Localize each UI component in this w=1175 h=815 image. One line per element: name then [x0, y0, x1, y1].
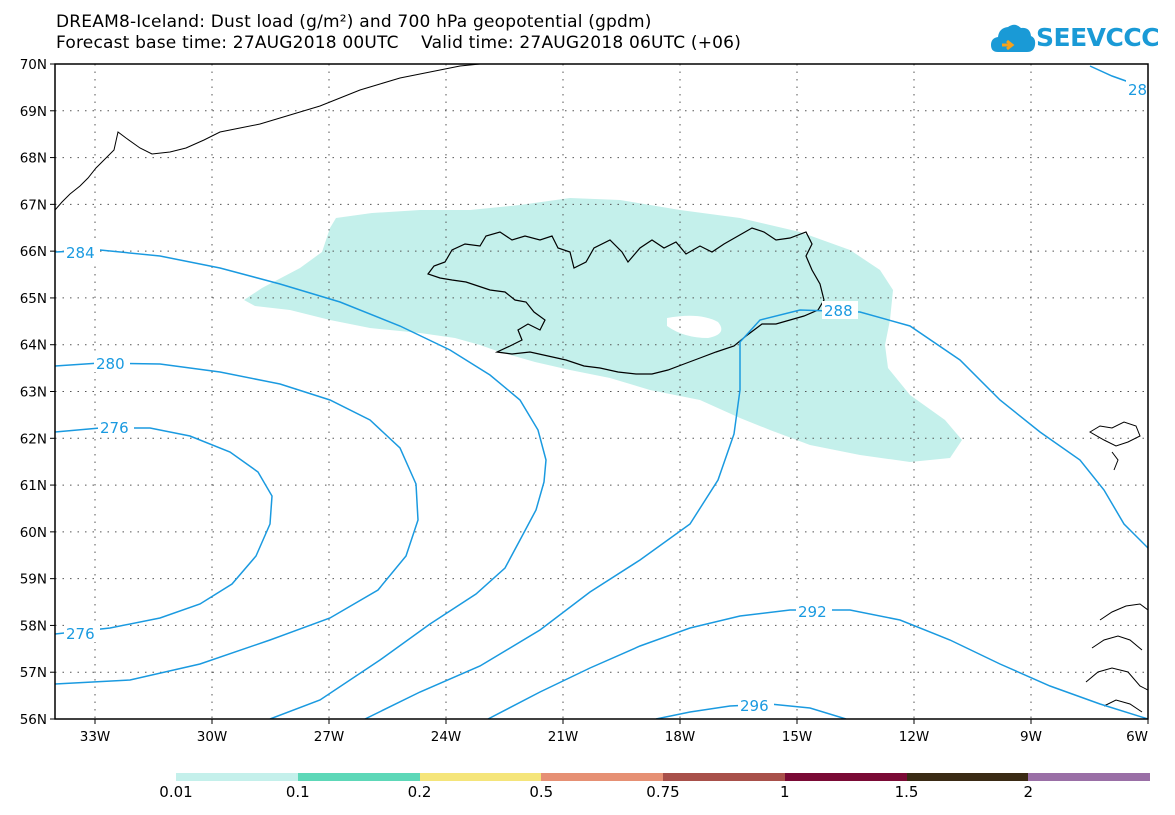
lon-label: 9W [1020, 729, 1042, 745]
colorbar-segment [297, 773, 420, 781]
contour-label-corner: 28 [1128, 81, 1147, 99]
lon-label: 21W [548, 729, 579, 745]
contour-276-north [55, 427, 273, 635]
colorbar-segment [176, 773, 298, 781]
lat-label: 65N [20, 291, 47, 307]
colorbar-segment [419, 773, 542, 781]
lat-label: 62N [20, 431, 47, 447]
lon-label: 24W [431, 729, 462, 745]
colorbar-segment [784, 773, 907, 781]
contour-288 [364, 309, 1148, 719]
contour-292 [487, 609, 1148, 719]
colorbar-label: 0.2 [407, 783, 432, 801]
map-title-line-2: Forecast base time: 27AUG2018 00UTC Vali… [56, 33, 742, 53]
lat-label: 64N [20, 338, 47, 354]
seevccc-logo: SEEVCCC [990, 22, 1160, 56]
dust-load-area [244, 198, 962, 462]
faroe-islands-coastline [1089, 421, 1141, 471]
lat-label: 60N [20, 525, 47, 541]
contour-label-276-south: 276 [66, 625, 95, 643]
lon-label: 18W [665, 729, 696, 745]
lat-label: 63N [20, 385, 47, 401]
cloud-icon [991, 24, 1036, 52]
lat-label: 68N [20, 151, 47, 167]
colorbar-segment [906, 773, 1029, 781]
lat-label: 57N [20, 665, 47, 681]
contour-label-292: 292 [798, 603, 827, 621]
lon-label: 15W [782, 729, 813, 745]
colorbar-label: 0.75 [646, 783, 680, 801]
map-title-line-1: DREAM8-Iceland: Dust load (g/m²) and 700… [56, 12, 652, 32]
scotland-coastline [1085, 603, 1148, 713]
contour-label-296: 296 [740, 697, 769, 715]
lat-label: 59N [20, 572, 47, 588]
colorbar-label: 1 [779, 783, 790, 801]
iceland-coastline [427, 227, 825, 375]
colorbar-segment [663, 773, 785, 781]
colorbar-label: 0.01 [159, 783, 193, 801]
contour-label-284: 284 [66, 244, 95, 262]
colorbar-label: 0.5 [529, 783, 554, 801]
map-frame [54, 63, 1149, 720]
lat-label: 66N [20, 244, 47, 260]
lon-label: 6W [1126, 729, 1148, 745]
lat-label: 70N [20, 57, 47, 73]
dust-free-patch [667, 315, 722, 338]
greenland-coastline [55, 64, 481, 211]
colorbar-label: 1.5 [894, 783, 919, 801]
colorbar-label: 0.1 [285, 783, 310, 801]
colorbar-segment [1028, 773, 1150, 781]
lat-label: 58N [20, 618, 47, 634]
lon-label: 27W [314, 729, 345, 745]
lon-label: 33W [80, 729, 111, 745]
lat-label: 56N [20, 712, 47, 728]
lat-label: 61N [20, 478, 47, 494]
lon-label: 30W [197, 729, 228, 745]
contour-280 [55, 362, 419, 685]
contour-label-276-north: 276 [100, 419, 129, 437]
contour-284 [55, 249, 547, 719]
contour-label-280: 280 [96, 355, 125, 373]
lat-label: 69N [20, 104, 47, 120]
logo-text: SEEVCCC [1036, 23, 1160, 52]
lon-label: 12W [899, 729, 930, 745]
contour-label-288: 288 [824, 302, 853, 320]
colorbar-label: 2 [1023, 783, 1034, 801]
lat-label: 67N [20, 197, 47, 213]
colorbar-segment [541, 773, 663, 781]
